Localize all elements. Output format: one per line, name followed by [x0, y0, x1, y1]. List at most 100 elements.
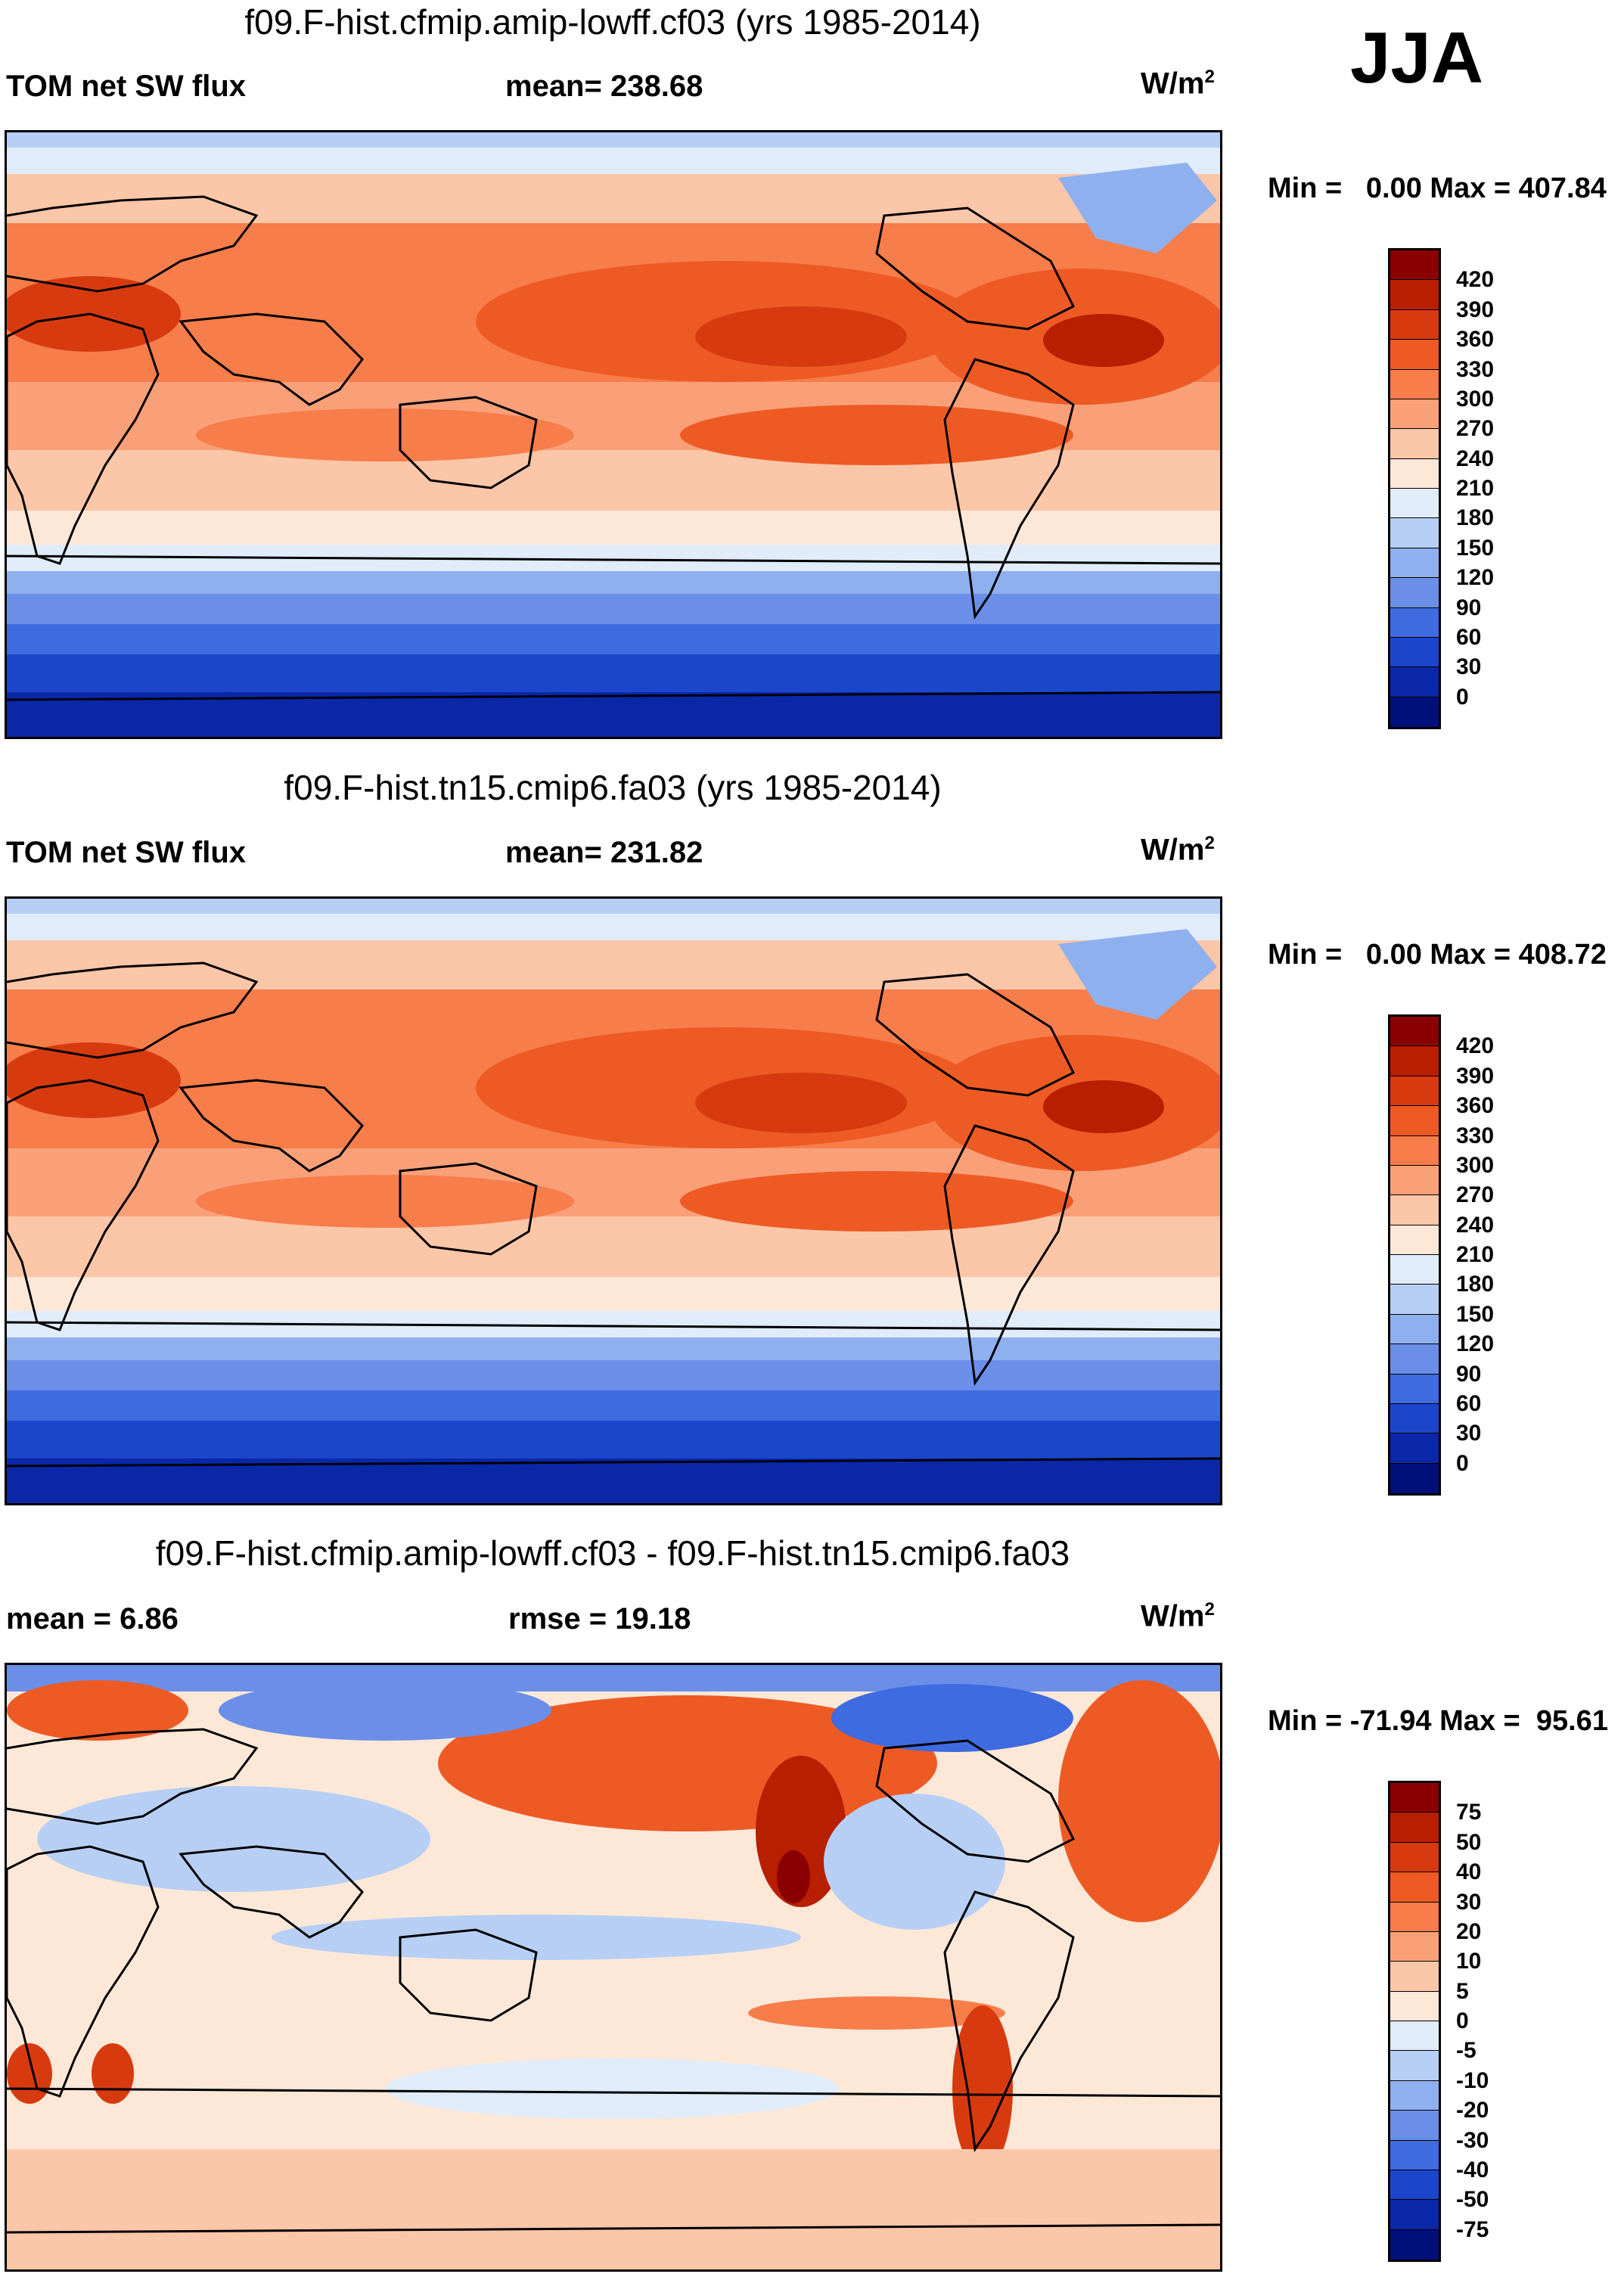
- colorbar-tick-label: 30: [1456, 1421, 1482, 1446]
- field-band: [7, 1216, 1220, 1277]
- colorbar-tick-label: 420: [1456, 267, 1495, 293]
- colorbar-swatch: [1390, 340, 1439, 370]
- colorbar-swatch: [1390, 280, 1439, 310]
- colorbar-tick-label: 75: [1456, 1800, 1482, 1825]
- colorbar-swatch: [1390, 2140, 1439, 2170]
- colorbar-tick-label: -50: [1456, 2187, 1489, 2213]
- panel2-colorbar: [1388, 1014, 1441, 1496]
- colorbar-swatch: [1390, 309, 1439, 340]
- colorbar-swatch: [1390, 1813, 1439, 1843]
- field-band: [7, 594, 1220, 624]
- colorbar-swatch: [1390, 1403, 1439, 1434]
- panel1-colorbar: [1388, 248, 1441, 729]
- colorbar-swatch: [1390, 2111, 1439, 2141]
- colorbar-swatch: [1390, 458, 1439, 489]
- colorbar-tick-label: 5: [1456, 1978, 1469, 2004]
- colorbar-swatch: [1390, 1842, 1439, 1873]
- colorbar-swatch: [1390, 2051, 1439, 2081]
- colorbar-tick-label: 0: [1456, 684, 1469, 710]
- colorbar-tick-label: -20: [1456, 2098, 1489, 2123]
- field-band: [7, 571, 1220, 594]
- colorbar-tick-label: 90: [1456, 595, 1482, 620]
- panel1-minmax: Min = 0.00 Max = 407.84: [1268, 172, 1607, 204]
- colorbar-swatch: [1390, 2021, 1439, 2052]
- panel2-mean-label: mean= 231.82: [505, 836, 703, 869]
- colorbar-tick-label: 150: [1456, 1301, 1495, 1327]
- colorbar-swatch: [1390, 1902, 1439, 1932]
- field-band: [7, 1421, 1220, 1458]
- colorbar-swatch: [1390, 1314, 1439, 1345]
- panel1-mean-label: mean= 238.68: [505, 70, 703, 103]
- colorbar-swatch: [1390, 1106, 1439, 1136]
- panel2-units: W/m2: [1141, 833, 1215, 867]
- colorbar-swatch: [1390, 1991, 1439, 2021]
- coastlines: [7, 961, 1220, 1468]
- colorbar-tick-label: 30: [1456, 654, 1482, 680]
- colorbar-tick-label: 150: [1456, 535, 1495, 561]
- colorbar-tick-label: 270: [1456, 416, 1495, 442]
- colorbar-tick-label: 240: [1456, 446, 1495, 471]
- panel2-variable-label: TOM net SW flux: [6, 836, 247, 869]
- field-band: [7, 899, 1220, 914]
- colorbar-swatch: [1390, 697, 1439, 727]
- colorbar-swatch: [1390, 578, 1439, 608]
- colorbar-tick-label: 300: [1456, 386, 1495, 412]
- colorbar-tick-label: 360: [1456, 1093, 1495, 1119]
- colorbar-tick-label: 120: [1456, 565, 1495, 591]
- colorbar-swatch: [1390, 548, 1439, 579]
- field-band: [7, 624, 1220, 654]
- colorbar-tick-label: 90: [1456, 1361, 1482, 1387]
- colorbar-tick-label: 30: [1456, 1889, 1482, 1915]
- field-band: [7, 1277, 1220, 1311]
- colorbar-tick-label: 60: [1456, 624, 1482, 650]
- coastlines: [7, 1728, 1220, 2234]
- colorbar-swatch: [1390, 1931, 1439, 1962]
- field-band: [7, 174, 1220, 223]
- colorbar-swatch: [1390, 2080, 1439, 2111]
- field-band: [7, 148, 1220, 174]
- field-band: [7, 940, 1220, 989]
- panel3-minmax: Min = -71.94 Max = 95.61: [1268, 1705, 1608, 1737]
- panel1-units: W/m2: [1141, 67, 1215, 101]
- coastlines: [7, 195, 1220, 701]
- colorbar-tick-label: 180: [1456, 505, 1495, 531]
- colorbar-tick-label: 40: [1456, 1859, 1482, 1885]
- colorbar-tick-label: 390: [1456, 297, 1495, 322]
- colorbar-tick-label: 10: [1456, 1949, 1482, 1974]
- colorbar-swatch: [1390, 1962, 1439, 1992]
- panel2-minmax: Min = 0.00 Max = 408.72: [1268, 939, 1607, 971]
- colorbar-swatch: [1390, 1046, 1439, 1076]
- colorbar-tick-label: 360: [1456, 327, 1495, 353]
- panel1-variable-label: TOM net SW flux: [6, 70, 247, 103]
- colorbar-swatch: [1390, 1076, 1439, 1107]
- colorbar-swatch: [1390, 369, 1439, 399]
- colorbar-tick-label: 390: [1456, 1063, 1495, 1089]
- panel3-colorbar: [1388, 1781, 1441, 2262]
- colorbar-swatch: [1390, 607, 1439, 638]
- colorbar-swatch: [1390, 1017, 1439, 1047]
- colorbar-tick-label: 120: [1456, 1331, 1495, 1357]
- colorbar-swatch: [1390, 518, 1439, 548]
- colorbar-swatch: [1390, 1344, 1439, 1375]
- colorbar-swatch: [1390, 1135, 1439, 1166]
- colorbar-tick-label: -10: [1456, 2067, 1489, 2093]
- field-band: [7, 654, 1220, 692]
- colorbar-tick-label: 60: [1456, 1390, 1482, 1416]
- colorbar-tick-label: 210: [1456, 1242, 1495, 1267]
- colorbar-tick-label: -5: [1456, 2038, 1477, 2064]
- panel3-rmse-label: rmse = 19.18: [508, 1602, 691, 1636]
- colorbar-swatch: [1390, 1783, 1439, 1813]
- colorbar-tick-label: 330: [1456, 356, 1495, 382]
- panel1-map: [5, 130, 1222, 739]
- colorbar-swatch: [1390, 1374, 1439, 1404]
- panel2-map: [5, 896, 1222, 1505]
- colorbar-swatch: [1390, 1872, 1439, 1903]
- colorbar-swatch: [1390, 2229, 1439, 2260]
- panel3-title: f09.F-hist.cfmip.amip-lowff.cf03 - f09.F…: [155, 1533, 1070, 1573]
- colorbar-swatch: [1390, 1225, 1439, 1255]
- panel3-mean-label: mean = 6.86: [6, 1602, 179, 1636]
- colorbar-swatch: [1390, 1195, 1439, 1225]
- panel1-title: f09.F-hist.cfmip.amip-lowff.cf03 (yrs 19…: [244, 2, 981, 42]
- colorbar-swatch: [1390, 429, 1439, 459]
- field-band: [7, 1337, 1220, 1360]
